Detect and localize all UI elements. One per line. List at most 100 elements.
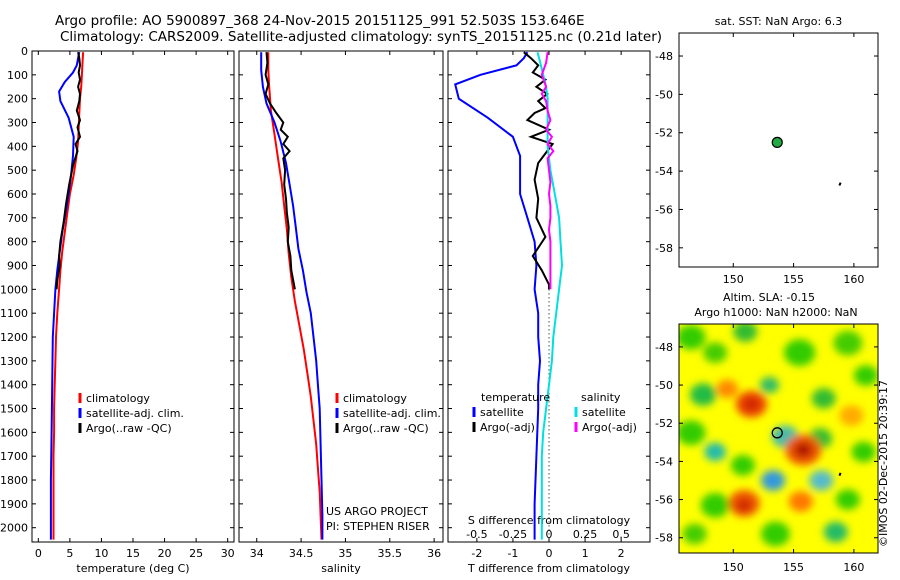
sla-anomaly-cell xyxy=(823,521,848,543)
temperature-xtick-label: 30 xyxy=(221,547,235,560)
depth-tick-label: 1500 xyxy=(0,403,28,416)
depth-tick-label: 1600 xyxy=(0,426,28,439)
sst-ytick-label: -50 xyxy=(655,88,673,101)
salinity-xtick-label: 34 xyxy=(250,547,264,560)
s-difference-tick: -0.5 xyxy=(466,528,487,541)
sst-xtick-label: 150 xyxy=(723,273,744,286)
depth-tick-label: 2000 xyxy=(0,522,28,535)
salinity-legend: climatology satellite-adj. clim. Argo(..ra… xyxy=(335,392,441,435)
figure-subtitle: Climatology: CARS2009. Satellite-adjuste… xyxy=(60,29,663,45)
series-salinity-argoadj xyxy=(540,52,555,290)
pi-label: PI: STEPHEN RISER xyxy=(326,520,430,533)
temperature-xtick-label: 20 xyxy=(158,547,172,560)
island-coast xyxy=(838,182,842,186)
difference-xtick-label: 1 xyxy=(582,547,589,560)
legend-temperature-argo-label: Argo(..raw -QC) xyxy=(86,422,172,435)
legend-t-satellite-label: satellite xyxy=(480,406,524,419)
depth-tick-label: 0 xyxy=(21,45,28,58)
sla-anomaly-cell xyxy=(759,376,780,394)
sla-anomaly-cell xyxy=(679,420,706,446)
depth-tick-label: 700 xyxy=(7,212,28,225)
sst-ytick-label: -52 xyxy=(655,127,673,140)
legend-s-argo-label: Argo(-adj) xyxy=(582,421,637,434)
temperature-xtick-label: 0 xyxy=(35,547,42,560)
s-difference-tick: 0.25 xyxy=(573,528,598,541)
sla-anomaly-cell xyxy=(689,383,717,406)
panel-salinity: 34 34.5 35 35.5 36 salinity climatology satelli… xyxy=(238,50,444,575)
s-difference-label: S difference from climatology xyxy=(468,514,631,527)
temperature-frame xyxy=(31,50,235,543)
sla-anomaly-cell xyxy=(761,521,790,547)
sla-anomaly-cell xyxy=(733,324,758,342)
series-temperature-satellite xyxy=(454,51,542,540)
sla-ytick-label: -54 xyxy=(655,455,673,468)
difference-xtick-label: -1 xyxy=(507,547,518,560)
temperature-xtick-label: 10 xyxy=(94,547,108,560)
sla-map-subtitle: Argo h1000: NaN h2000: NaN xyxy=(694,306,857,319)
depth-tick-label: 1300 xyxy=(0,355,28,368)
legend-salinity-satellite-label: satellite-adj. clim. xyxy=(343,407,441,420)
depth-tick-label: 1900 xyxy=(0,498,28,511)
legend-temperature-satellite-label: satellite-adj. clim. xyxy=(86,407,184,420)
series-salinity-satellite xyxy=(536,51,564,540)
sla-xtick-label: 150 xyxy=(723,561,744,574)
depth-tick-label: 1800 xyxy=(0,474,28,487)
legend-salinity-argo-label: Argo(..raw -QC) xyxy=(343,422,429,435)
sst-ytick-label: -56 xyxy=(655,203,673,216)
sla-anomaly-cell xyxy=(853,365,878,386)
sst-ytick-label: -48 xyxy=(655,50,673,63)
temperature-xtick-label: 25 xyxy=(189,547,203,560)
depth-tick-label: 1700 xyxy=(0,450,28,463)
s-difference-tick: 0.5 xyxy=(612,528,630,541)
temperature-xtick-label: 15 xyxy=(126,547,140,560)
difference-xtick-label: -2 xyxy=(471,547,482,560)
series-temperature-satellite xyxy=(49,52,81,540)
difference-xtick-label: 0 xyxy=(546,547,553,560)
series-salinity-satellite xyxy=(260,52,324,540)
sla-xtick-label: 155 xyxy=(783,561,804,574)
figure-title: Argo profile: AO 5900897_368 24-Nov-2015… xyxy=(55,13,585,29)
depth-tick-label: 800 xyxy=(7,236,28,249)
series-temperature-climatology xyxy=(52,52,85,540)
difference-xtick-label: 2 xyxy=(618,547,625,560)
sla-ytick-label: -52 xyxy=(655,417,673,430)
sla-xtick-label: 160 xyxy=(843,561,864,574)
depth-tick-label: 200 xyxy=(7,93,28,106)
sla-anomaly-cell xyxy=(833,330,863,356)
depth-tick-label: 100 xyxy=(7,69,28,82)
sst-xtick-label: 160 xyxy=(843,273,864,286)
legend-t-argo-label: Argo(-adj) xyxy=(480,421,535,434)
difference-legend: temperature salinity satellite Argo(-adj) sa… xyxy=(472,391,637,434)
depth-tick-label: 600 xyxy=(7,188,28,201)
sla-anomaly-cell xyxy=(761,470,786,491)
sst-ytick-label: -54 xyxy=(655,165,673,178)
argo-position-marker xyxy=(771,427,783,439)
salinity-xtick-label: 35 xyxy=(338,547,352,560)
sla-ytick-label: -56 xyxy=(655,494,673,507)
depth-tick-label: 900 xyxy=(7,260,28,273)
sla-anomaly-cell xyxy=(704,442,727,462)
salinity-xlabel: salinity xyxy=(321,562,361,575)
salinity-xtick-label: 35.5 xyxy=(378,547,403,560)
sla-anomaly-cell xyxy=(730,454,755,476)
sla-map-title: Altim. SLA: -0.15 xyxy=(723,291,815,304)
temperature-xtick-label: 5 xyxy=(66,547,73,560)
sla-anomaly-cell xyxy=(716,379,739,399)
depth-tick-label: 400 xyxy=(7,140,28,153)
legend-salinity-title: salinity xyxy=(581,391,621,404)
depth-tick-label: 300 xyxy=(7,117,28,130)
project-label: US ARGO PROJECT xyxy=(326,505,428,518)
sla-ytick-label: -50 xyxy=(655,379,673,392)
depth-tick-label: 1000 xyxy=(0,283,28,296)
salinity-xtick-label: 36 xyxy=(427,547,441,560)
depth-tick-label: 500 xyxy=(7,164,28,177)
legend-temperature-climatology-label: climatology xyxy=(86,392,150,405)
island-coast xyxy=(838,472,842,477)
panel-difference: -2 -1 0 1 2 T difference from climatology S di… xyxy=(447,50,651,575)
sst-ytick-label: -58 xyxy=(655,242,673,255)
s-difference-tick: 0 xyxy=(546,528,553,541)
argo-position-marker xyxy=(771,136,783,148)
sla-anomaly-cell xyxy=(679,325,706,350)
temperature-xlabel: temperature (deg C) xyxy=(76,562,189,575)
